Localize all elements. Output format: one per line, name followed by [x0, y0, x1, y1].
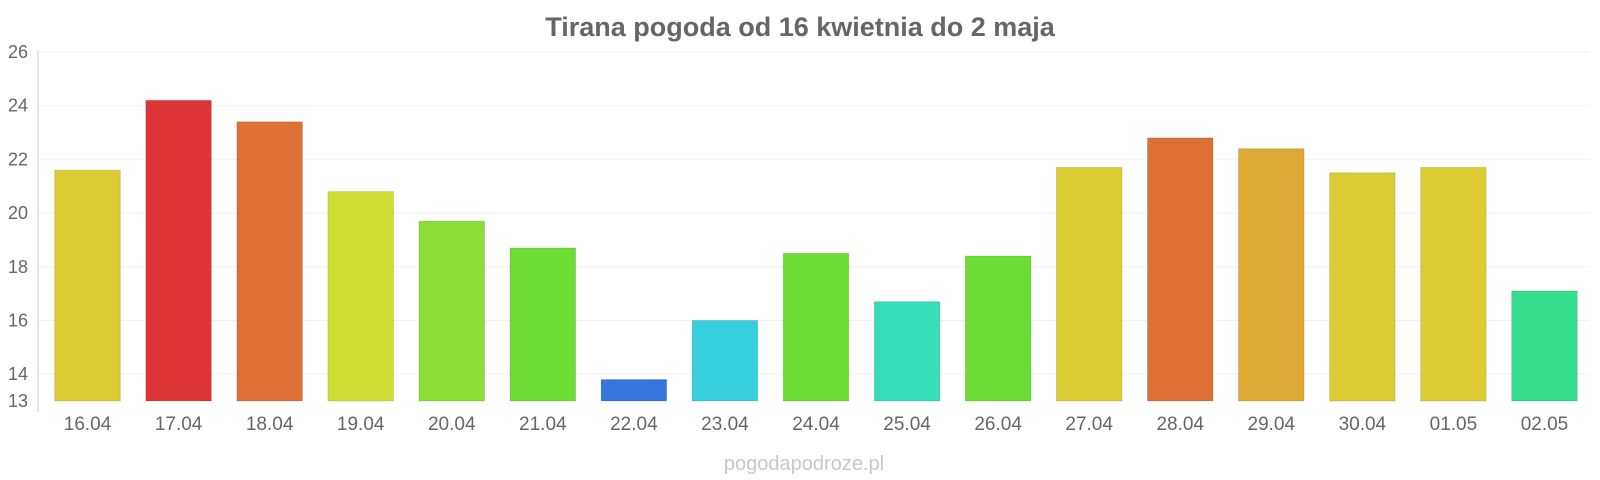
bar-21.04 [509, 247, 577, 402]
x-axis-ticks: 16.04 17.04 18.04 19.04 20.04 21.04 22.04 23.04… [64, 414, 1568, 435]
bars [54, 99, 1578, 402]
x-tick-label: 27.04 [1065, 414, 1113, 435]
bar-25.04 [873, 301, 941, 402]
y-tick-label: 26 [8, 42, 28, 62]
y-tick-label: 22 [8, 149, 28, 169]
y-tick-label: 13 [8, 391, 28, 411]
bar-23.04 [691, 319, 759, 402]
bar-20.04 [418, 220, 486, 402]
y-tick-label: 24 [8, 96, 28, 116]
bar-02.05 [1511, 290, 1578, 402]
bar-22.04 [600, 379, 668, 402]
x-tick-label: 22.04 [610, 414, 658, 435]
x-tick-label: 02.05 [1521, 414, 1569, 435]
bar-27.04 [1055, 166, 1123, 402]
x-tick-label: 25.04 [883, 414, 931, 435]
x-tick-label: 17.04 [155, 414, 203, 435]
x-tick-label: 28.04 [1156, 414, 1204, 435]
chart-title: Tirana pogoda od 16 kwietnia do 2 maja [545, 12, 1056, 42]
bar-24.04 [782, 252, 850, 402]
bar-01.05 [1420, 166, 1487, 402]
x-tick-label: 18.04 [246, 414, 294, 435]
y-tick-label: 16 [8, 310, 28, 330]
bar-16.04 [54, 169, 121, 402]
footer-watermark: pogodapodroze.pl [724, 453, 884, 475]
bar-30.04 [1329, 172, 1396, 402]
bar-29.04 [1238, 148, 1305, 402]
x-tick-label: 01.05 [1430, 414, 1478, 435]
y-tick-label: 18 [8, 257, 28, 277]
x-tick-label: 16.04 [64, 414, 112, 435]
y-tick-label: 14 [8, 364, 28, 384]
x-tick-label: 19.04 [337, 414, 385, 435]
x-tick-label: 26.04 [974, 414, 1022, 435]
x-tick-label: 29.04 [1248, 414, 1296, 435]
bar-18.04 [236, 121, 303, 402]
x-tick-label: 24.04 [792, 414, 840, 435]
bar-19.04 [327, 191, 394, 402]
x-tick-label: 23.04 [701, 414, 749, 435]
y-tick-label: 20 [8, 203, 28, 223]
y-axis-ticks: 13 14 16 18 20 22 24 26 [8, 42, 28, 411]
bar-17.04 [145, 99, 212, 402]
x-tick-label: 20.04 [428, 414, 476, 435]
x-tick-label: 21.04 [519, 414, 567, 435]
bar-28.04 [1146, 137, 1214, 402]
bar-26.04 [964, 255, 1032, 402]
x-tick-label: 30.04 [1339, 414, 1387, 435]
